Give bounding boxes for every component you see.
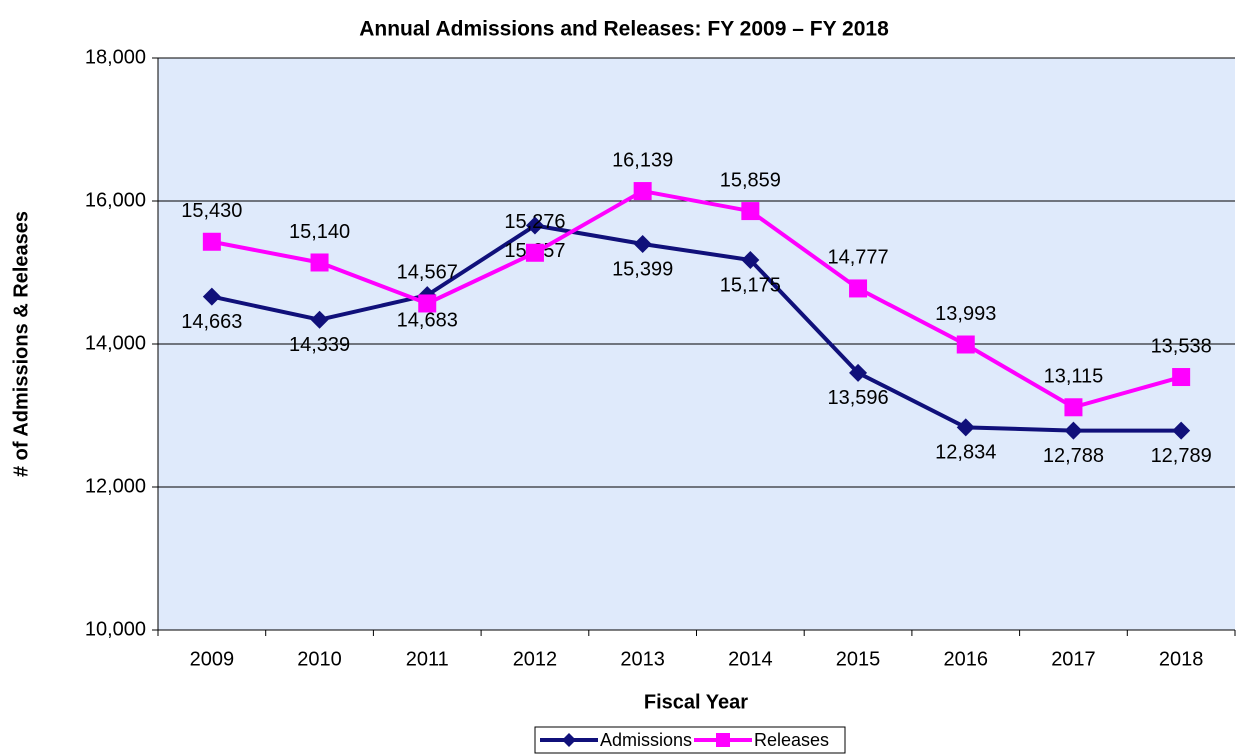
data-label: 15,175 [720, 274, 781, 296]
data-label: 15,859 [720, 169, 781, 191]
data-label: 13,115 [1044, 366, 1104, 388]
marker [310, 310, 329, 329]
data-label: 14,567 [397, 262, 458, 284]
series-line [211, 188, 1182, 410]
marker [633, 182, 652, 201]
data-label: 13,538 [1151, 335, 1212, 357]
x-tick-label: 2009 [190, 648, 235, 670]
legend-label: Admissions [600, 730, 692, 750]
marker [1172, 368, 1191, 387]
y-axis-label: # of Admissions & Releases [10, 211, 32, 477]
data-label: 14,339 [289, 334, 350, 356]
data-label: 12,789 [1151, 445, 1212, 467]
marker [849, 279, 868, 298]
x-tick-label: 2010 [297, 648, 342, 670]
data-label: 15,430 [181, 200, 242, 222]
y-tick-label: 16,000 [85, 189, 146, 211]
marker [741, 202, 760, 221]
marker [633, 234, 652, 253]
data-label: 12,834 [935, 442, 996, 464]
marker [1064, 421, 1083, 440]
data-label: 14,683 [397, 309, 458, 331]
marker [525, 243, 544, 262]
x-tick-label: 2018 [1159, 648, 1204, 670]
series-line [211, 223, 1182, 433]
legend-marker [716, 733, 730, 747]
marker [956, 335, 975, 354]
data-label: 15,399 [612, 258, 673, 280]
marker [849, 363, 868, 382]
marker [525, 216, 544, 235]
legend-label: Releases [754, 730, 829, 750]
x-tick-label: 2012 [513, 648, 558, 670]
x-tick-label: 2014 [728, 648, 773, 670]
data-label: 14,777 [827, 247, 888, 269]
y-tick-label: 18,000 [85, 46, 146, 68]
marker [1172, 421, 1191, 440]
marker [418, 294, 437, 313]
x-tick-label: 2013 [620, 648, 665, 670]
y-tick-label: 14,000 [85, 332, 146, 354]
y-tick-label: 12,000 [85, 475, 146, 497]
marker [1064, 398, 1083, 417]
data-label: 13,596 [827, 387, 888, 409]
data-label: 12,788 [1043, 445, 1104, 467]
marker [202, 287, 221, 306]
marker [310, 253, 329, 272]
data-label: 15,276 [504, 211, 565, 233]
legend-marker [562, 733, 576, 747]
x-tick-label: 2011 [406, 648, 449, 670]
x-tick-label: 2016 [944, 648, 989, 670]
chart-title: Annual Admissions and Releases: FY 2009 … [359, 18, 889, 41]
marker [741, 250, 760, 269]
data-label: 15,140 [289, 221, 350, 243]
x-tick-label: 2015 [836, 648, 881, 670]
data-label: 16,139 [612, 149, 673, 171]
marker [202, 232, 221, 251]
marker [956, 418, 975, 437]
x-axis-label: Fiscal Year [644, 691, 748, 713]
data-label: 13,993 [935, 303, 996, 325]
data-label: 14,663 [181, 311, 242, 333]
y-tick-label: 10,000 [85, 618, 146, 640]
x-tick-label: 2017 [1051, 648, 1096, 670]
